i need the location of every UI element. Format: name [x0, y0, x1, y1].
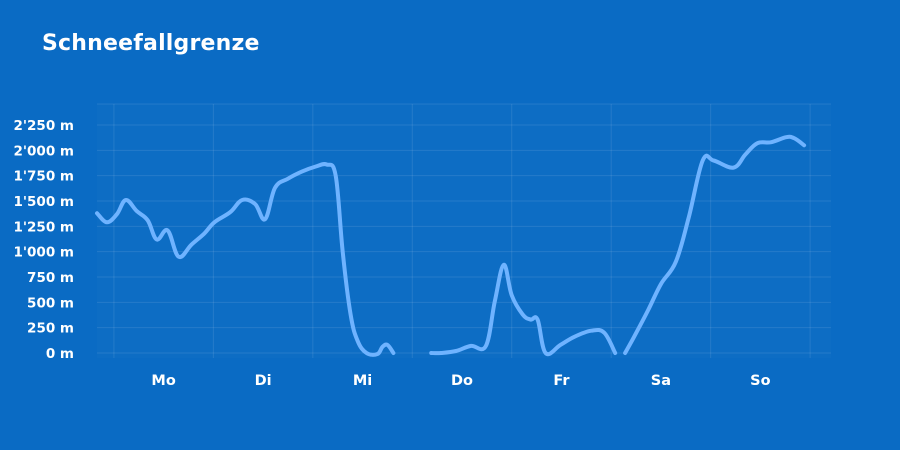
x-tick-label: Sa	[651, 373, 671, 389]
y-tick-label: 250 m	[27, 321, 74, 337]
series-line-group	[95, 134, 807, 357]
y-tick-label: 2'000 m	[14, 143, 74, 159]
x-tick-label: Mo	[151, 373, 175, 389]
grid	[97, 103, 831, 358]
x-tick-label: Mi	[353, 373, 372, 389]
x-tick-label: Di	[255, 373, 272, 389]
x-tick-label: Do	[451, 373, 473, 389]
series-line	[429, 262, 618, 357]
y-tick-label: 1'250 m	[14, 219, 74, 235]
y-tick-label: 1'500 m	[14, 194, 74, 210]
y-axis: 0 m 250 m 500 m 750 m 1'000 m 1'250 m 1'500 m 1…	[14, 118, 74, 362]
series-line	[95, 161, 396, 357]
y-tick-label: 750 m	[27, 270, 74, 286]
chart-title: Schneefallgrenze	[42, 31, 260, 56]
series-line	[623, 134, 807, 355]
x-tick-label: Fr	[553, 373, 570, 389]
y-tick-label: 500 m	[27, 295, 74, 311]
y-tick-label: 0 m	[46, 346, 74, 362]
x-tick-label: So	[750, 373, 770, 389]
y-tick-label: 1'750 m	[14, 169, 74, 185]
y-tick-label: 2'250 m	[14, 118, 74, 134]
x-axis: Mo Di Mi Do Fr Sa So	[151, 373, 770, 389]
y-tick-label: 1'000 m	[14, 245, 74, 261]
